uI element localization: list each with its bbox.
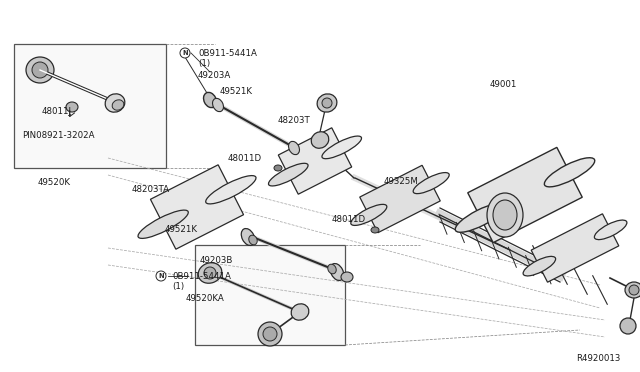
Ellipse shape	[258, 322, 282, 346]
Ellipse shape	[620, 318, 636, 334]
Ellipse shape	[112, 100, 124, 110]
Text: R4920013: R4920013	[576, 354, 620, 363]
Ellipse shape	[413, 173, 449, 194]
Ellipse shape	[629, 285, 639, 295]
Text: 49521K: 49521K	[220, 87, 253, 96]
Ellipse shape	[330, 263, 344, 280]
Polygon shape	[468, 147, 582, 243]
Bar	[14, 44, 166, 168]
Text: (1): (1)	[172, 282, 184, 291]
Ellipse shape	[545, 158, 595, 187]
Ellipse shape	[523, 256, 556, 276]
Ellipse shape	[263, 327, 277, 341]
Text: N: N	[182, 50, 188, 56]
Ellipse shape	[204, 267, 216, 279]
Ellipse shape	[625, 282, 640, 298]
Ellipse shape	[268, 163, 308, 186]
Text: PIN08921-3202A: PIN08921-3202A	[22, 131, 95, 140]
Ellipse shape	[351, 204, 387, 225]
Text: 49203B: 49203B	[200, 256, 234, 265]
Text: 0B911-5441A: 0B911-5441A	[172, 272, 231, 281]
Polygon shape	[360, 165, 440, 233]
Ellipse shape	[138, 210, 188, 238]
Ellipse shape	[212, 98, 223, 112]
Circle shape	[180, 48, 190, 58]
Text: N: N	[158, 273, 164, 279]
Ellipse shape	[274, 165, 282, 171]
Polygon shape	[150, 165, 244, 249]
Ellipse shape	[493, 200, 517, 230]
Ellipse shape	[322, 98, 332, 108]
Text: 49001: 49001	[490, 80, 517, 89]
Ellipse shape	[289, 141, 300, 155]
Text: 48203TA: 48203TA	[132, 185, 170, 194]
Bar	[195, 245, 345, 345]
Ellipse shape	[66, 102, 78, 112]
Circle shape	[156, 271, 166, 281]
Ellipse shape	[328, 264, 336, 274]
Text: 0B911-5441A: 0B911-5441A	[198, 49, 257, 58]
Ellipse shape	[317, 94, 337, 112]
Ellipse shape	[198, 263, 222, 283]
Text: 49520K: 49520K	[38, 178, 71, 187]
Ellipse shape	[204, 92, 216, 108]
Text: 48011D: 48011D	[332, 215, 366, 224]
Text: 48011D: 48011D	[228, 154, 262, 163]
Text: 49325M: 49325M	[384, 177, 419, 186]
Text: 49520KA: 49520KA	[186, 294, 225, 303]
Text: 49203A: 49203A	[198, 71, 231, 80]
Ellipse shape	[241, 228, 255, 246]
Ellipse shape	[105, 94, 125, 112]
Polygon shape	[278, 128, 352, 194]
Ellipse shape	[455, 203, 506, 232]
Ellipse shape	[291, 304, 309, 320]
Text: 48203T: 48203T	[278, 116, 311, 125]
Ellipse shape	[595, 220, 627, 240]
Ellipse shape	[322, 136, 362, 159]
Text: 48011J: 48011J	[42, 107, 72, 116]
Ellipse shape	[341, 272, 353, 282]
Ellipse shape	[371, 227, 379, 233]
Ellipse shape	[487, 193, 523, 237]
Polygon shape	[531, 214, 619, 282]
Text: 49521K: 49521K	[165, 225, 198, 234]
Ellipse shape	[311, 132, 329, 148]
Ellipse shape	[32, 62, 48, 78]
Ellipse shape	[249, 235, 257, 245]
Text: (1): (1)	[198, 59, 210, 68]
Ellipse shape	[205, 176, 256, 204]
Ellipse shape	[26, 57, 54, 83]
